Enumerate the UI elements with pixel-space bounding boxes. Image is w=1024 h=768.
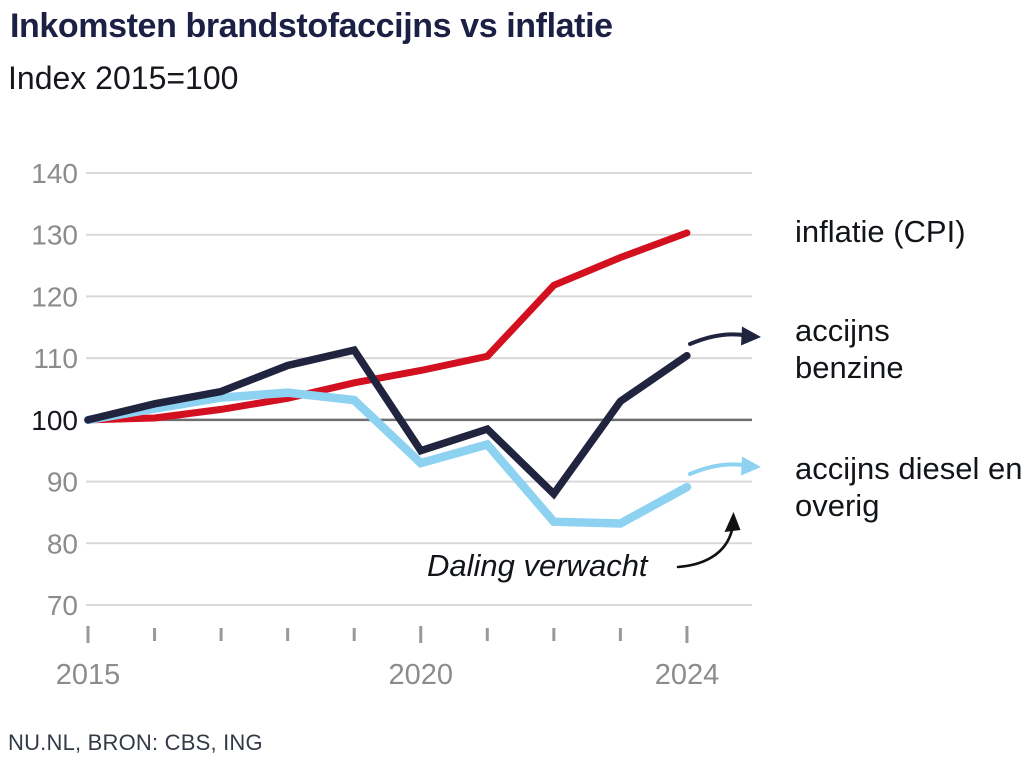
series-line-accijns-benzine — [84, 345, 691, 500]
x-axis-label: 2015 — [56, 659, 121, 691]
y-axis-label: 100 — [31, 405, 78, 436]
y-axis-label: 90 — [47, 467, 78, 498]
chart-title: Inkomsten brandstofaccijns vs inflatie — [10, 7, 613, 45]
series-layer — [83, 229, 692, 528]
y-axis-label: 130 — [31, 220, 78, 251]
annotation-arrow-icon — [676, 512, 741, 569]
y-axis-label: 70 — [47, 590, 78, 621]
series-line-inflatie-cpi — [84, 229, 691, 424]
benzine-legend-arrow-icon — [688, 326, 761, 346]
y-axis-label: 80 — [47, 528, 78, 559]
grid-layer — [86, 172, 752, 606]
diesel-legend-arrow-icon — [688, 456, 761, 476]
legend-label-benzine: accijns benzine — [795, 313, 904, 386]
annotation-text: Daling verwacht — [427, 548, 648, 583]
chart-header: Inkomsten brandstofaccijns vs inflatie I… — [8, 7, 1010, 97]
x-axis-label: 2020 — [388, 659, 453, 691]
chart-subtitle: Index 2015=100 — [8, 60, 239, 97]
y-axis-label: 120 — [31, 281, 78, 312]
axis-layer: 140 130 120 110 100 90 80 70 2015 2020 2024 — [31, 158, 719, 691]
legend-label-inflatie: inflatie (CPI) — [795, 214, 966, 249]
y-axis-label: 140 — [31, 158, 78, 189]
series-line-accijns-diesel-en-overig — [83, 388, 692, 528]
y-axis-label: 110 — [33, 343, 78, 374]
x-axis-label: 2024 — [655, 659, 720, 691]
legend-label-diesel: accijns diesel en overig — [795, 451, 1023, 524]
source-credit: NU.NL, BRON: CBS, ING — [8, 730, 263, 755]
